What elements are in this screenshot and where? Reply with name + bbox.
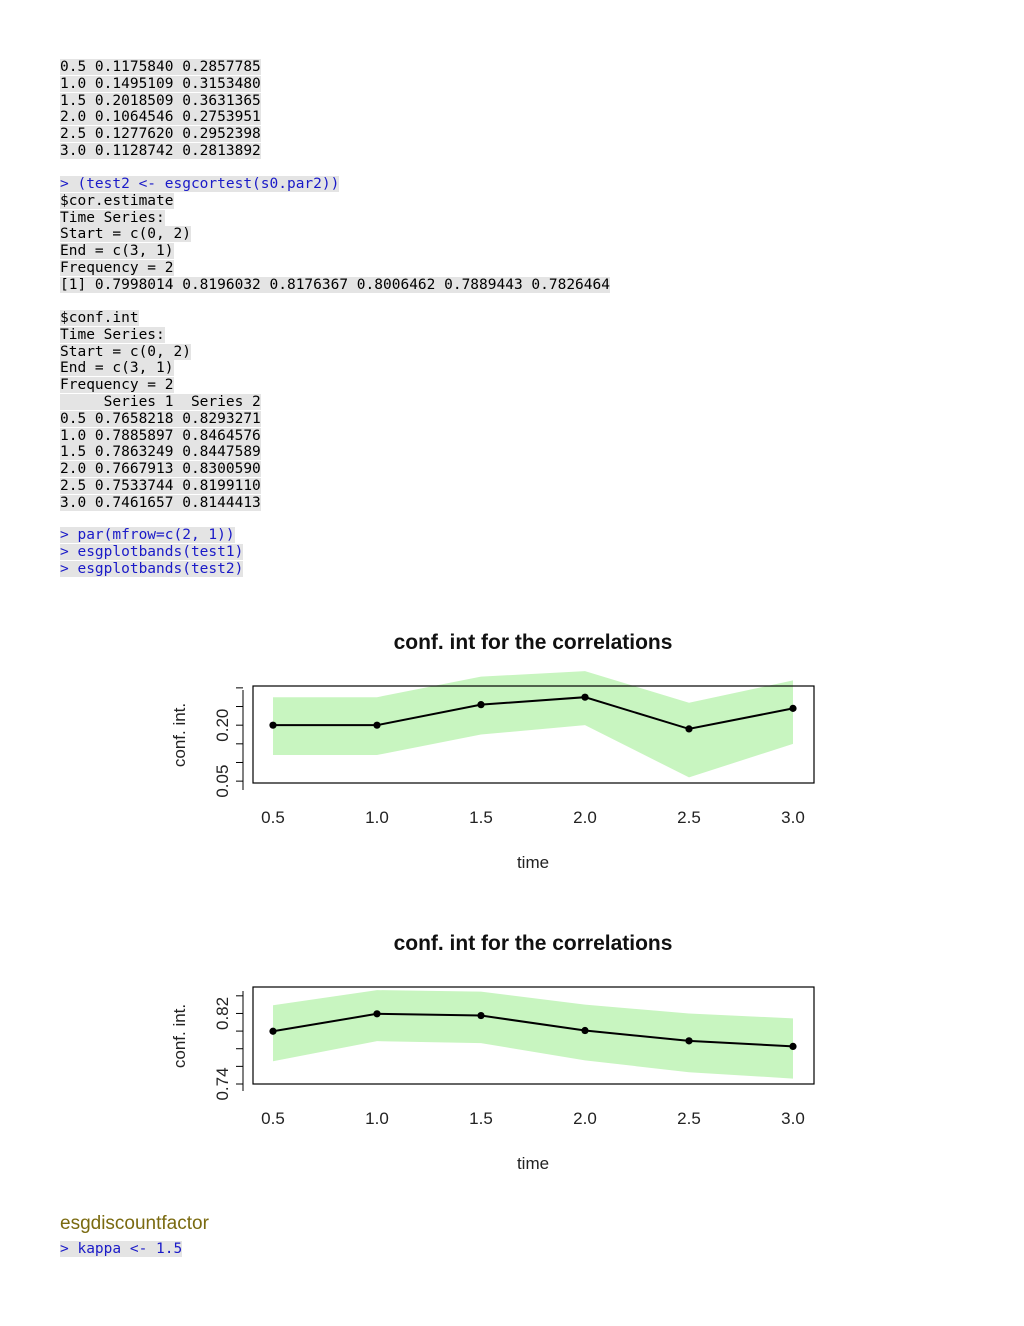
output-line: Time Series: <box>60 326 165 343</box>
command-line: > esgplotbands(test1) <box>60 543 244 560</box>
confidence-band <box>273 671 793 778</box>
output-line: Frequency = 2 <box>60 259 174 276</box>
output-line: Series 1 Series 2 <box>60 393 261 410</box>
data-point <box>789 1042 797 1050</box>
output-line: 1.5 0.2018509 0.3631365 <box>60 92 261 109</box>
data-point <box>685 1037 693 1045</box>
x-tick-label: 1.0 <box>365 1109 389 1128</box>
x-tick-label: 1.5 <box>469 808 493 827</box>
x-tick-label: 2.0 <box>573 1109 597 1128</box>
chart-2: conf. int for the correlations 0.740.82 … <box>170 932 815 1173</box>
output-line: 3.0 0.7461657 0.8144413 <box>60 494 261 511</box>
output-line: 0.5 0.7658218 0.8293271 <box>60 410 261 427</box>
x-tick-label: 2.0 <box>573 808 597 827</box>
output-line: Frequency = 2 <box>60 377 174 394</box>
y-axis-label: conf. int. <box>170 703 189 767</box>
confidence-band <box>273 990 793 1079</box>
output-block-1: 0.5 0.1175840 0.2857785 1.0 0.1495109 0.… <box>60 59 261 160</box>
command-block: > par(mfrow=c(2, 1)) > esgplotbands(test… <box>60 527 244 577</box>
output-line: 3.0 0.1128742 0.2813892 <box>60 142 261 159</box>
output-line: 2.5 0.1277620 0.2952398 <box>60 126 261 143</box>
command-line: > esgplotbands(test2) <box>60 560 244 577</box>
output-line: $cor.estimate <box>60 192 174 209</box>
output-line: Time Series: <box>60 209 165 226</box>
output-line: 2.5 0.7533744 0.8199110 <box>60 477 261 494</box>
data-point <box>789 704 797 712</box>
chart-title: conf. int for the correlations <box>394 932 673 955</box>
output-line: 2.0 0.7667913 0.8300590 <box>60 461 261 478</box>
x-tick-label: 1.5 <box>469 1109 493 1128</box>
data-point <box>581 1026 589 1035</box>
x-tick-label: 2.5 <box>677 808 701 827</box>
x-axis-label: time <box>517 1154 549 1173</box>
chart-1: conf. int for the correlations 0.050.20 … <box>170 631 815 872</box>
command-line: > kappa <- 1.5 <box>60 1241 183 1257</box>
output-line: 1.0 0.7885897 0.8464576 <box>60 427 261 444</box>
data-point <box>581 693 589 701</box>
x-axis-label: time <box>517 853 549 872</box>
output-line: 0.5 0.1175840 0.2857785 <box>60 59 261 75</box>
command-line: > (test2 <- esgcortest(s0.par2)) <box>60 176 340 192</box>
y-tick-label: 0.05 <box>213 765 232 798</box>
command-line: > par(mfrow=c(2, 1)) <box>60 527 235 543</box>
output-line: Start = c(0, 2) <box>60 226 191 243</box>
data-point <box>477 1011 485 1020</box>
plot-frame <box>252 685 815 784</box>
data-point <box>373 1010 381 1018</box>
x-tick-label: 2.5 <box>677 1109 701 1128</box>
data-point <box>685 725 693 733</box>
x-tick-label: 0.5 <box>261 1109 285 1128</box>
y-tick-label: 0.74 <box>213 1067 232 1100</box>
y-axis-label: conf. int. <box>170 1004 189 1068</box>
section-heading: esgdiscountfactor <box>60 1213 209 1234</box>
output-line: 1.0 0.1495109 0.3153480 <box>60 75 261 92</box>
command-block-2: > kappa <- 1.5 <box>60 1241 183 1258</box>
output-line: $conf.int <box>60 310 139 326</box>
data-point <box>269 1027 277 1035</box>
data-point <box>373 721 381 729</box>
output-line: 1.5 0.7863249 0.8447589 <box>60 444 261 461</box>
x-tick-label: 0.5 <box>261 808 285 827</box>
chart-title: conf. int for the correlations <box>394 631 673 654</box>
data-point <box>269 721 277 729</box>
x-tick-label: 1.0 <box>365 808 389 827</box>
y-tick-label: 0.20 <box>213 709 232 742</box>
estimate-line <box>272 1012 794 1048</box>
output-line: End = c(3, 1) <box>60 360 174 377</box>
output-line: 2.0 0.1064546 0.2753951 <box>60 109 261 126</box>
output-block-3: $conf.int Time Series: Start = c(0, 2) E… <box>60 310 261 512</box>
estimate-line <box>273 696 794 730</box>
output-line: Start = c(0, 2) <box>60 343 191 360</box>
output-block-2: > (test2 <- esgcortest(s0.par2)) $cor.es… <box>60 176 610 294</box>
x-tick-label: 3.0 <box>781 808 805 827</box>
x-tick-label: 3.0 <box>781 1109 805 1128</box>
output-line: [1] 0.7998014 0.8196032 0.8176367 0.8006… <box>60 276 610 293</box>
data-point <box>477 701 485 709</box>
y-tick-label: 0.82 <box>213 997 232 1030</box>
plot-frame <box>252 986 815 1085</box>
output-line: End = c(3, 1) <box>60 243 174 260</box>
